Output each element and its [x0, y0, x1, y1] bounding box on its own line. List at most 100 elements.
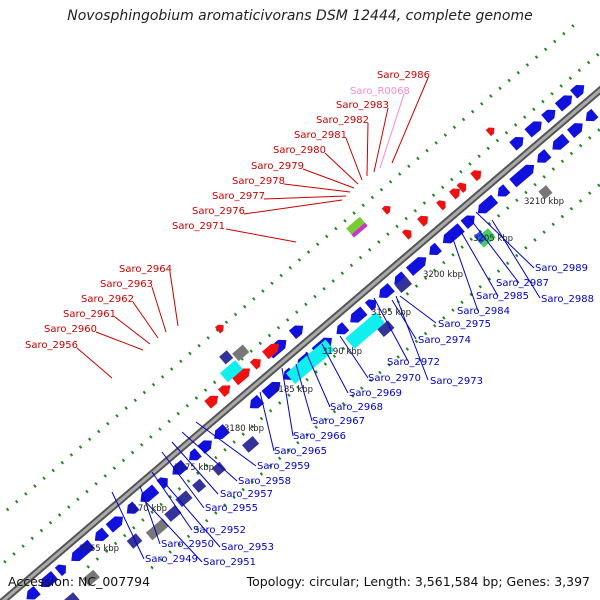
tick-mark — [277, 456, 282, 461]
gene-label[interactable]: Saro_2974 — [418, 335, 471, 346]
tick-mark — [533, 182, 537, 187]
tick-mark — [168, 550, 172, 554]
gene-label[interactable]: Saro_2964 — [119, 264, 172, 275]
gene-arrow — [215, 324, 224, 334]
gene-feature — [60, 592, 80, 600]
gene-label[interactable]: Saro_2977 — [212, 191, 265, 202]
gene-feature — [509, 164, 535, 188]
gene-arrow — [460, 215, 475, 230]
tick-mark — [378, 370, 382, 375]
tick-mark — [469, 237, 473, 242]
gene-label[interactable]: Saro_2958 — [238, 476, 291, 487]
gene-arrow — [449, 188, 460, 200]
gene-label[interactable]: Saro_2960 — [44, 324, 97, 335]
tick-mark — [12, 552, 16, 556]
gene-label[interactable]: Saro_2953 — [221, 542, 274, 553]
gene-label[interactable]: Saro_2965 — [274, 446, 327, 457]
gene-label[interactable]: Saro_2955 — [205, 503, 258, 514]
tick-mark — [186, 479, 191, 483]
gene-box — [175, 490, 193, 508]
tick-mark — [562, 31, 566, 36]
gene-label[interactable]: Saro_2952 — [193, 525, 246, 536]
tick-mark — [323, 362, 328, 366]
gene-label[interactable]: Saro_2985 — [476, 291, 529, 302]
gene-label[interactable]: Saro_2986 — [377, 70, 430, 81]
gene-label[interactable]: Saro_2951 — [203, 557, 256, 568]
gene-label[interactable]: Saro_2950 — [161, 539, 214, 550]
gene-label[interactable]: Saro_2971 — [172, 221, 225, 232]
gene-arrow — [567, 123, 583, 139]
gene-label[interactable]: Saro_2972 — [387, 357, 440, 368]
gene-box — [82, 569, 100, 587]
leader-line — [169, 271, 179, 327]
gene-feature — [567, 123, 583, 139]
gene-label[interactable]: Saro_2987 — [496, 278, 549, 289]
gene-label[interactable]: Saro_2962 — [81, 294, 134, 305]
gene-feature — [554, 95, 573, 112]
gene-label[interactable]: Saro_2970 — [368, 373, 421, 384]
gene-label[interactable]: Saro_2989 — [535, 263, 588, 274]
gene-label[interactable]: Saro_2963 — [100, 279, 153, 290]
gene-arrow — [249, 358, 261, 370]
leader-line — [373, 107, 389, 173]
gene-arrow — [288, 325, 304, 340]
tick-mark — [97, 429, 101, 434]
gene-feature — [156, 477, 168, 490]
kbp-label: 3195 kbp — [371, 308, 411, 318]
tick-mark — [177, 487, 182, 491]
gene-label[interactable]: Saro_R0068 — [350, 86, 410, 97]
tick-mark — [388, 180, 393, 184]
gene-feature — [218, 385, 231, 397]
tick-mark — [214, 511, 218, 515]
gene-label[interactable]: Saro_2984 — [457, 306, 510, 317]
tick-mark — [578, 143, 583, 148]
gene-arrow — [429, 242, 442, 256]
gene-label[interactable]: Saro_2966 — [293, 431, 346, 442]
tick-mark — [407, 164, 411, 169]
gene-feature — [364, 299, 377, 311]
tick-mark — [341, 346, 346, 351]
tick-mark — [367, 247, 372, 252]
tick-mark — [425, 148, 429, 153]
gene-feature — [82, 569, 100, 587]
gene-box — [60, 592, 80, 600]
gene-label[interactable]: Saro_2949 — [145, 554, 198, 565]
leader-line — [151, 286, 167, 333]
gene-label[interactable]: Saro_2983 — [336, 100, 389, 111]
gene-arrow — [197, 440, 212, 454]
gene-label[interactable]: Saro_2968 — [330, 402, 383, 413]
gene-label[interactable]: Saro_2981 — [294, 130, 347, 141]
gene-feature — [524, 121, 542, 138]
tick-mark — [416, 156, 420, 161]
gene-feature — [215, 324, 224, 334]
tick-mark — [197, 343, 201, 348]
gene-label[interactable]: Saro_2975 — [438, 319, 491, 330]
tick-mark — [560, 214, 565, 219]
gene-label[interactable]: Saro_2973 — [430, 376, 483, 387]
label-leader-lines — [76, 77, 541, 563]
gene-label[interactable]: Saro_2967 — [312, 416, 365, 427]
tick-mark — [469, 292, 473, 297]
gene-label[interactable]: Saro_2980 — [273, 145, 326, 156]
gene-arrow — [470, 170, 482, 182]
gene-feature — [242, 436, 260, 453]
gene-label[interactable]: Saro_2978 — [232, 176, 285, 187]
gene-box — [351, 222, 368, 238]
gene-label[interactable]: Saro_2976 — [192, 206, 245, 217]
tick-mark — [258, 341, 262, 346]
tick-mark — [414, 339, 419, 344]
gene-label[interactable]: Saro_2979 — [251, 161, 304, 172]
tick-mark — [341, 401, 346, 406]
gene-label[interactable]: Saro_2988 — [541, 294, 594, 305]
gene-label[interactable]: Saro_2961 — [63, 309, 116, 320]
gene-feature — [552, 133, 570, 150]
tick-mark — [322, 286, 326, 291]
gene-label[interactable]: Saro_2957 — [220, 489, 273, 500]
gene-label[interactable]: Saro_2956 — [25, 340, 78, 351]
gene-label[interactable]: Saro_2982 — [316, 115, 369, 126]
gene-label[interactable]: Saro_2969 — [349, 388, 402, 399]
tick-mark — [223, 448, 227, 452]
tick-mark — [480, 102, 484, 106]
gene-box — [242, 436, 260, 453]
gene-label[interactable]: Saro_2959 — [257, 461, 310, 472]
